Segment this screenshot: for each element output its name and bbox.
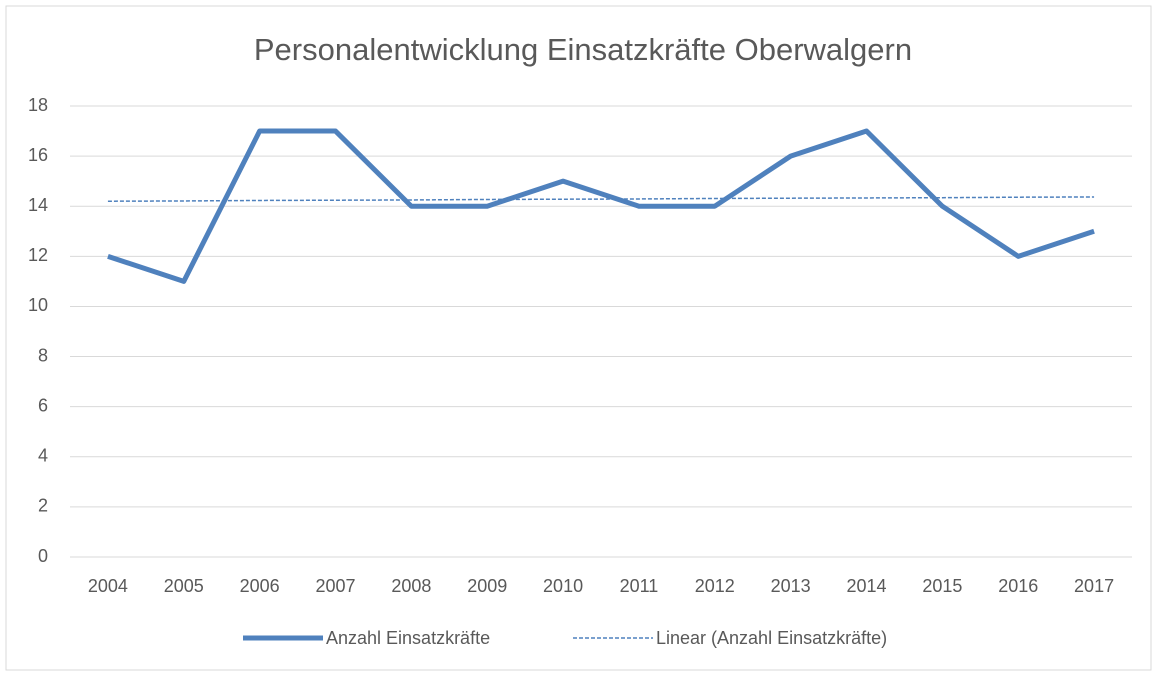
y-tick-label: 2 — [38, 496, 48, 516]
x-tick-label: 2010 — [543, 576, 583, 596]
y-tick-label: 12 — [28, 245, 48, 265]
y-tick-label: 18 — [28, 95, 48, 115]
y-tick-label: 6 — [38, 395, 48, 415]
y-tick-label: 16 — [28, 145, 48, 165]
x-tick-label: 2007 — [315, 576, 355, 596]
y-tick-label: 8 — [38, 345, 48, 365]
trend-line — [107, 196, 1095, 202]
y-tick-label: 14 — [28, 195, 48, 215]
data-line — [107, 128, 1095, 284]
x-tick-label: 2014 — [846, 576, 886, 596]
x-tick-label: 2012 — [695, 576, 735, 596]
y-tick-label: 10 — [28, 295, 48, 315]
chart-title: Personalentwicklung Einsatzkräfte Oberwa… — [254, 32, 912, 67]
chart-border — [5, 5, 1152, 671]
x-tick-label: 2008 — [391, 576, 431, 596]
x-tick-label: 2005 — [164, 576, 204, 596]
x-tick-label: 2016 — [998, 576, 1038, 596]
x-tick-label: 2017 — [1074, 576, 1114, 596]
legend-label: Linear (Anzahl Einsatzkräfte) — [656, 628, 887, 648]
x-tick-label: 2006 — [240, 576, 280, 596]
legend-label: Anzahl Einsatzkräfte — [326, 628, 490, 648]
x-tick-label: 2011 — [620, 576, 659, 596]
x-tick-label: 2013 — [771, 576, 811, 596]
y-tick-label: 0 — [38, 546, 48, 566]
x-tick-label: 2009 — [467, 576, 507, 596]
y-tick-label: 4 — [38, 446, 48, 466]
x-tick-label: 2015 — [922, 576, 962, 596]
x-tick-label: 2004 — [88, 576, 128, 596]
